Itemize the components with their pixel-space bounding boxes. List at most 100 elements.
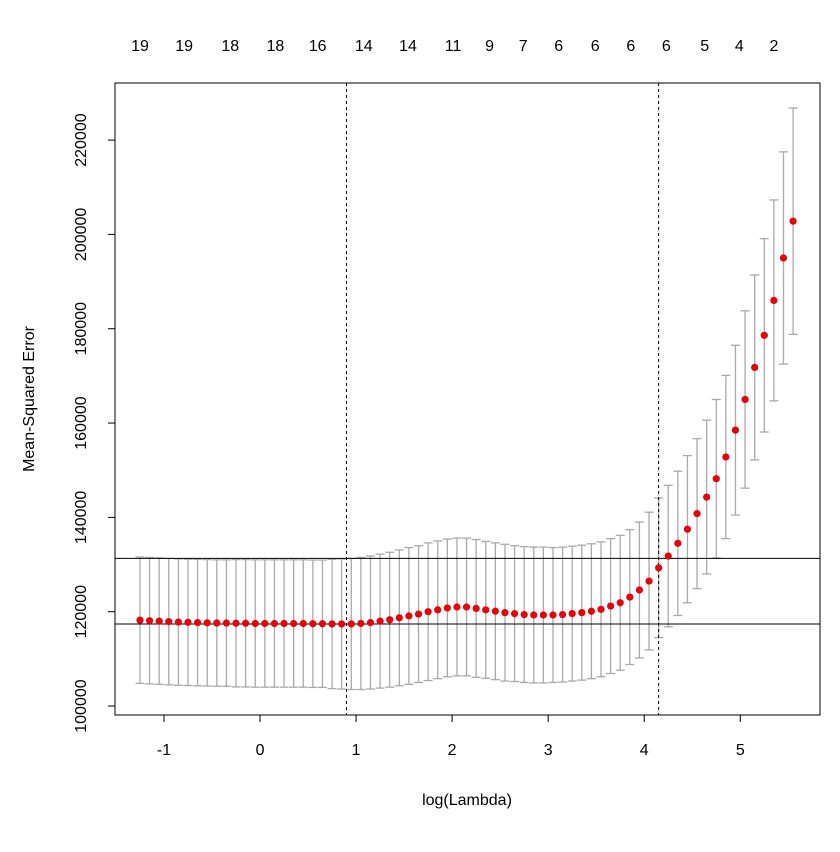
point bbox=[184, 618, 192, 626]
y-tick-label: 100000 bbox=[73, 679, 90, 732]
top-tick-label: 19 bbox=[175, 38, 193, 55]
point bbox=[530, 611, 538, 619]
top-tick-label: 2 bbox=[769, 38, 778, 55]
point bbox=[616, 599, 624, 607]
point bbox=[270, 619, 279, 628]
point bbox=[587, 607, 596, 615]
top-tick-label: 14 bbox=[355, 38, 373, 55]
x-tick-label: -1 bbox=[157, 742, 171, 759]
top-tick-label: 5 bbox=[700, 38, 709, 55]
top-tick-label: 7 bbox=[519, 38, 528, 55]
point bbox=[194, 618, 202, 627]
point bbox=[578, 609, 586, 617]
top-tick-label: 11 bbox=[445, 38, 462, 55]
point bbox=[712, 475, 720, 483]
point bbox=[203, 619, 211, 627]
x-tick-label: 5 bbox=[736, 742, 745, 759]
point bbox=[741, 395, 749, 404]
point bbox=[674, 539, 682, 547]
point bbox=[174, 618, 182, 626]
point bbox=[443, 604, 451, 612]
point bbox=[462, 603, 471, 611]
y-tick-label: 120000 bbox=[73, 585, 90, 638]
top-tick-label: 14 bbox=[399, 38, 417, 55]
point bbox=[376, 617, 384, 625]
point bbox=[683, 525, 692, 533]
top-tick-label: 6 bbox=[626, 38, 635, 55]
top-tick-label: 6 bbox=[662, 38, 671, 55]
point bbox=[318, 620, 327, 628]
top-tick-label: 4 bbox=[735, 38, 744, 55]
plot-frame bbox=[114, 82, 821, 716]
point bbox=[789, 217, 797, 225]
point bbox=[155, 617, 163, 625]
x-tick-label: 1 bbox=[352, 742, 361, 759]
top-tick-label: 6 bbox=[554, 38, 563, 55]
top-tick-label: 18 bbox=[221, 38, 239, 55]
point bbox=[693, 510, 701, 518]
y-tick-label: 220000 bbox=[73, 113, 90, 166]
point bbox=[145, 617, 154, 625]
x-tick-label: 4 bbox=[640, 742, 649, 759]
point bbox=[770, 296, 778, 305]
point bbox=[386, 616, 394, 624]
point bbox=[491, 607, 499, 615]
point bbox=[664, 552, 672, 560]
point bbox=[607, 602, 615, 610]
x-tick-label: 0 bbox=[256, 742, 265, 759]
top-tick-label: 6 bbox=[591, 38, 600, 55]
point bbox=[213, 619, 221, 627]
point bbox=[482, 606, 490, 614]
point bbox=[280, 619, 288, 628]
x-axis-label: log(Lambda) bbox=[422, 792, 512, 809]
point bbox=[347, 620, 355, 628]
point bbox=[414, 610, 423, 618]
point bbox=[136, 616, 144, 624]
point bbox=[626, 593, 634, 601]
point bbox=[290, 619, 298, 628]
point bbox=[510, 609, 519, 618]
point bbox=[434, 606, 442, 614]
top-tick-label: 16 bbox=[309, 38, 327, 55]
point bbox=[366, 618, 375, 627]
y-axis-label: Mean-Squared Error bbox=[21, 325, 38, 472]
point bbox=[165, 618, 173, 626]
point bbox=[395, 614, 403, 622]
point bbox=[722, 453, 730, 461]
y-tick-label: 160000 bbox=[73, 396, 90, 449]
point bbox=[751, 363, 759, 371]
x-tick-label: 3 bbox=[544, 742, 553, 759]
point bbox=[655, 564, 663, 572]
point bbox=[779, 254, 788, 262]
point bbox=[242, 619, 250, 627]
point bbox=[299, 619, 307, 628]
point bbox=[222, 619, 231, 627]
top-tick-label: 18 bbox=[267, 38, 285, 55]
point bbox=[357, 619, 365, 628]
point bbox=[328, 620, 336, 628]
point bbox=[424, 608, 432, 616]
y-tick-label: 140000 bbox=[73, 491, 90, 544]
point bbox=[261, 619, 269, 628]
point bbox=[760, 331, 768, 339]
point bbox=[568, 609, 576, 618]
y-tick-label: 180000 bbox=[73, 302, 90, 355]
point bbox=[251, 619, 259, 628]
top-tick-label: 9 bbox=[485, 38, 494, 55]
point bbox=[703, 493, 711, 501]
point bbox=[453, 603, 461, 611]
point bbox=[549, 611, 557, 619]
y-tick-label: 200000 bbox=[73, 208, 90, 261]
point bbox=[309, 620, 317, 628]
point bbox=[645, 577, 653, 585]
point bbox=[338, 620, 346, 628]
point bbox=[731, 426, 740, 434]
point bbox=[501, 609, 509, 617]
point bbox=[635, 586, 644, 594]
point bbox=[232, 619, 240, 627]
point bbox=[558, 610, 567, 619]
top-tick-label: 19 bbox=[131, 38, 149, 55]
point bbox=[597, 605, 605, 613]
point bbox=[405, 612, 413, 620]
